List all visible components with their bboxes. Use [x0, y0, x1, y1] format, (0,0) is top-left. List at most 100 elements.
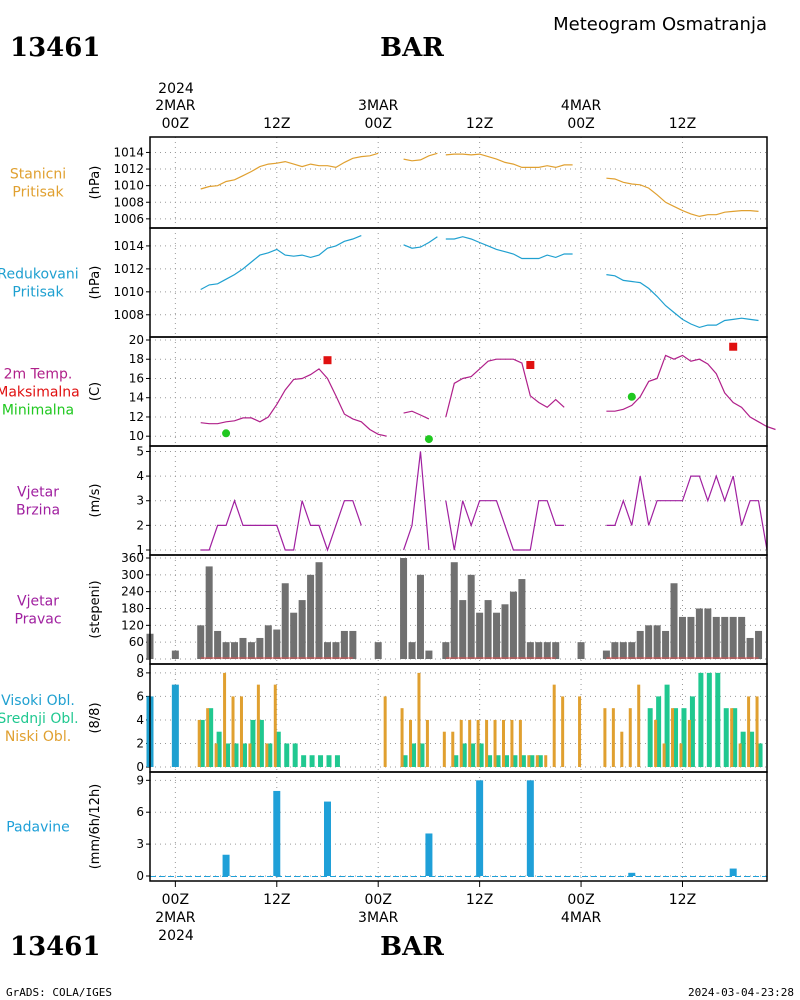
top-hour-label: 12Z	[669, 116, 696, 132]
series-line	[606, 354, 776, 431]
series-line	[606, 474, 768, 551]
unit-label: (8/8)	[88, 702, 103, 733]
wind-direction-bar	[738, 616, 746, 659]
cloud-bar	[301, 755, 307, 767]
parameter-label: Srednji Obl.	[0, 711, 79, 727]
parameter-label: Pravac	[14, 612, 61, 628]
cloud-bar	[637, 684, 641, 767]
station-id-bottom: 13461	[10, 932, 100, 962]
wind-direction-bar	[501, 604, 509, 659]
bottom-time-axis: 00Z 2MAR 12Z 00Z 3MAR 12Z 00Z 4MAR 12Z	[155, 881, 696, 926]
cloud-bar	[537, 755, 543, 767]
wind-direction-bar	[247, 642, 255, 659]
wind-direction-bar	[755, 630, 763, 659]
parameter-label: Vjetar	[17, 485, 59, 501]
cloud-bar	[476, 719, 480, 767]
precip-bar	[273, 790, 281, 876]
cloud-bar	[578, 696, 582, 767]
series-line	[445, 358, 565, 418]
wind-direction-bar	[746, 637, 754, 659]
bottom-day-label: 2MAR	[155, 910, 196, 926]
panel-frame	[149, 771, 768, 882]
y-tick-label: 0	[136, 652, 144, 666]
top-day-label: 2MAR	[155, 98, 196, 114]
cloud-bar	[470, 743, 476, 767]
unit-label: (mm/6h/12h)	[88, 784, 103, 870]
bottom-hour-label: 00Z	[365, 892, 392, 908]
parameter-label: Maksimalna	[0, 385, 80, 401]
cloud-bar	[239, 696, 243, 767]
y-tick-label: 20	[129, 333, 144, 347]
cloud-bar	[679, 743, 683, 767]
bottom-hour-label: 12Z	[466, 892, 493, 908]
y-tick-label: 1012	[113, 262, 144, 276]
parameter-label: Visoki Obl.	[1, 693, 75, 709]
wind-direction-bar	[670, 583, 678, 659]
series-line	[200, 235, 362, 291]
y-tick-label: 60	[129, 635, 144, 649]
top-hour-label: 12Z	[263, 116, 290, 132]
parameter-label: Pritisak	[12, 285, 64, 301]
series-line	[403, 451, 430, 551]
wind-direction-bar	[298, 600, 306, 659]
cloud-bar	[495, 755, 501, 767]
y-tick-label: 5	[136, 444, 144, 458]
cloud-bar	[730, 708, 734, 767]
y-tick-label: 1014	[113, 145, 144, 159]
cloud-bar	[383, 696, 387, 767]
series-line	[445, 236, 573, 260]
wind-direction-bar	[264, 625, 272, 659]
cloud-bar	[493, 719, 497, 767]
parameter-label: Niski Obl.	[5, 729, 71, 745]
cloud-bar	[561, 696, 565, 767]
panel-precipitation: 0 3 6 9 (mm/6h/12h) Padavine	[6, 771, 768, 883]
cloud-bar	[292, 743, 298, 767]
top-year-label: 2024	[158, 81, 194, 97]
bottom-day-label: 3MAR	[358, 910, 399, 926]
bottom-day-label: 4MAR	[561, 910, 602, 926]
bottom-hour-label: 00Z	[567, 892, 594, 908]
y-tick-label: 300	[121, 568, 144, 582]
cloud-bar	[527, 755, 531, 767]
y-tick-label: 4	[136, 713, 144, 727]
cloud-bar	[400, 708, 404, 767]
wind-direction-bar	[290, 612, 298, 659]
wind-direction-bar	[281, 583, 289, 659]
parameter-label: Redukovani	[0, 267, 79, 283]
min-temp-marker	[222, 429, 231, 438]
cloud-bar	[747, 696, 751, 767]
precip-bar	[222, 854, 230, 876]
wind-direction-bar	[222, 642, 230, 659]
wind-direction-bar	[704, 608, 712, 659]
cloud-bar	[478, 743, 484, 767]
wind-direction-bar	[552, 642, 560, 659]
y-tick-label: 9	[136, 773, 144, 787]
cloud-bar	[671, 708, 675, 767]
cloud-bar	[662, 743, 666, 767]
top-hour-label: 00Z	[567, 116, 594, 132]
series-line	[200, 152, 379, 190]
wind-direction-bar	[273, 629, 281, 659]
panel-frame	[149, 227, 768, 338]
series-line	[606, 177, 759, 218]
cloud-bar	[419, 743, 425, 767]
wind-direction-bar	[687, 616, 695, 659]
parameter-label: Brzina	[16, 503, 60, 519]
wind-direction-bar	[459, 600, 467, 659]
cloud-bar	[267, 743, 273, 767]
top-hour-label: 00Z	[365, 116, 392, 132]
footer-right: 2024-03-04-23:28	[688, 986, 794, 999]
y-tick-label: 1	[136, 543, 144, 557]
station-id-top: 13461	[10, 33, 100, 63]
wind-direction-bar	[628, 642, 636, 659]
bottom-hour-label: 12Z	[263, 892, 290, 908]
unit-label: (stepeni)	[88, 580, 103, 638]
panel-reduced-pressure: 1008 1010 1012 1014 (hPa) Redukovani Pritisak	[0, 227, 768, 338]
cloud-bar	[206, 708, 210, 767]
y-tick-label: 6	[136, 689, 144, 703]
y-tick-label: 1012	[113, 162, 144, 176]
precip-bar	[425, 833, 433, 876]
wind-direction-bar	[450, 562, 458, 659]
parameter-label: Padavine	[6, 820, 70, 836]
